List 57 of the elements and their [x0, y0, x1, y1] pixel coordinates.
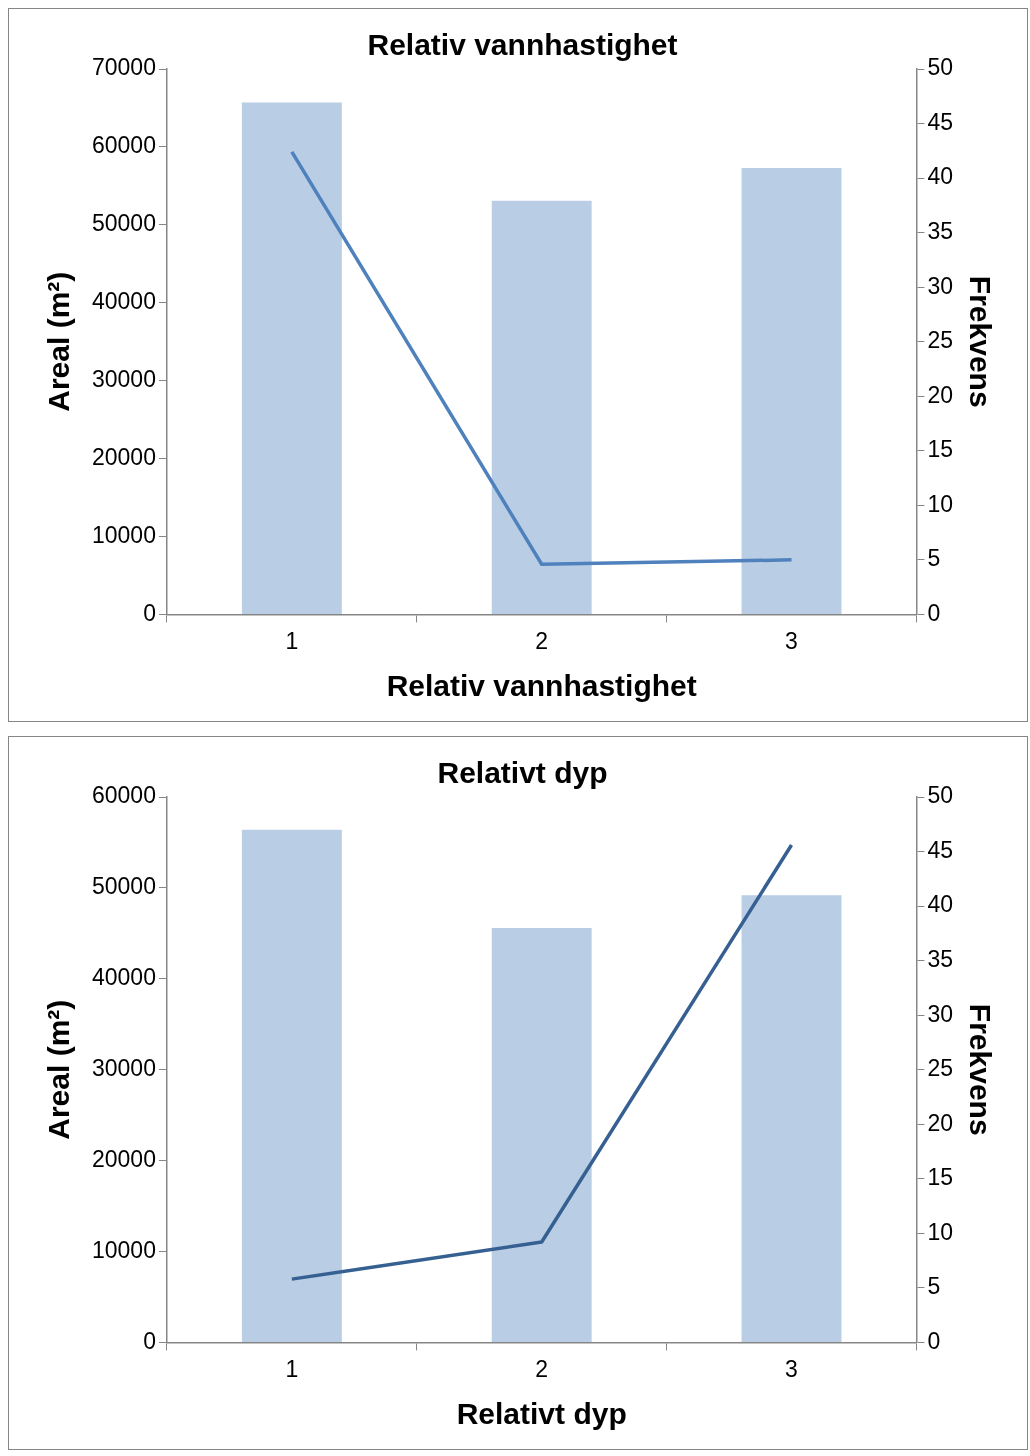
x-tick-label: 2 — [535, 1355, 549, 1382]
bar — [241, 829, 342, 1342]
y2-tick-label: 50 — [927, 782, 954, 809]
y2-tick-label: 20 — [927, 1109, 954, 1136]
y2-tick-label: 0 — [927, 599, 941, 626]
x-tick-label: 3 — [785, 1355, 798, 1382]
y2-axis-title: Frekvens — [963, 275, 997, 408]
x-tick-label: 1 — [285, 627, 299, 654]
y2-axis-title: Frekvens — [963, 1003, 997, 1136]
x-axis-title: Relativt dyp — [456, 1397, 627, 1431]
y2-tick-label: 15 — [927, 1164, 954, 1191]
y-tick-label: 50000 — [91, 210, 156, 237]
x-tick-label: 2 — [535, 627, 549, 654]
x-tick-label: 1 — [285, 1355, 299, 1382]
y-tick-label: 50000 — [91, 873, 156, 900]
y-tick-label: 30000 — [91, 1055, 156, 1082]
y2-tick-label: 30 — [927, 1000, 954, 1027]
y2-tick-label: 20 — [927, 381, 954, 408]
y2-tick-label: 0 — [927, 1327, 941, 1354]
y-tick-label: 0 — [143, 599, 156, 626]
y2-tick-label: 35 — [927, 217, 954, 244]
y2-tick-label: 5 — [927, 545, 941, 572]
y-tick-label: 40000 — [91, 288, 156, 315]
bar — [491, 200, 592, 614]
bar — [241, 102, 342, 614]
chart-title: Relativt dyp — [437, 756, 608, 790]
y2-tick-label: 25 — [927, 1055, 954, 1082]
y-tick-label: 20000 — [91, 443, 156, 470]
y-tick-label: 10000 — [91, 1236, 156, 1263]
y-tick-label: 0 — [143, 1327, 156, 1354]
y2-tick-label: 15 — [927, 436, 954, 463]
y2-tick-label: 40 — [927, 891, 954, 918]
y2-tick-label: 10 — [927, 490, 954, 517]
bar — [491, 927, 592, 1342]
y2-tick-label: 50 — [927, 54, 954, 81]
bar — [741, 895, 842, 1342]
y-axis-title: Areal (m²) — [42, 999, 76, 1140]
x-axis-title: Relativ vannhastighet — [386, 669, 697, 703]
y2-tick-label: 45 — [927, 836, 954, 863]
y2-tick-label: 30 — [927, 272, 954, 299]
y-tick-label: 40000 — [91, 964, 156, 991]
y-tick-label: 20000 — [91, 1145, 156, 1172]
y2-tick-label: 40 — [927, 163, 954, 190]
y-axis-title: Areal (m²) — [42, 271, 76, 412]
x-tick-label: 3 — [785, 627, 798, 654]
y2-tick-label: 25 — [927, 327, 954, 354]
y-tick-label: 30000 — [91, 366, 156, 392]
y-tick-label: 10000 — [91, 521, 156, 548]
y2-tick-label: 5 — [927, 1273, 941, 1300]
bar — [741, 167, 842, 614]
y-tick-label: 60000 — [91, 782, 156, 809]
y2-tick-label: 10 — [927, 1218, 954, 1245]
chart-title: Relativ vannhastighet — [367, 28, 678, 62]
y-tick-label: 60000 — [91, 132, 156, 159]
y2-tick-label: 45 — [927, 108, 954, 135]
y2-tick-label: 35 — [927, 945, 954, 972]
y-tick-label: 70000 — [91, 54, 156, 81]
